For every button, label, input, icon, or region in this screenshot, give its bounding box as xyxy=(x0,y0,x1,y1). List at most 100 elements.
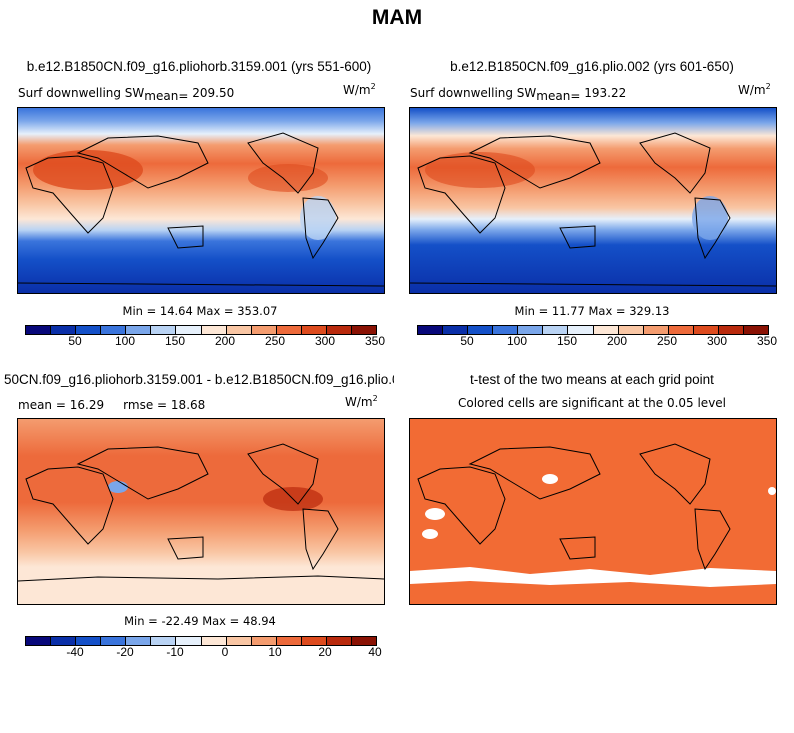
panel1-units-text: W/m xyxy=(343,83,371,97)
panel2-variable-mean: Surf downwelling SWmean= 193.22 xyxy=(410,86,626,103)
panel2-hotspot-sahara xyxy=(425,152,535,188)
panel3-units-text: W/m xyxy=(345,395,373,409)
panel3-minmax: Min = -22.49 Max = 48.94 xyxy=(17,614,383,628)
panel1-colorbar-segment xyxy=(101,326,127,334)
panel1-units-exp: 2 xyxy=(370,82,376,91)
panel2-colorbar-tick: 50 xyxy=(460,334,474,348)
panel2-colorbar-segment xyxy=(468,326,494,334)
panel2-colorbar-segment xyxy=(418,326,444,334)
panel2-coastlines xyxy=(410,132,776,287)
panel2-title: b.e12.B1850CN.f09_g16.plio.002 (yrs 601-… xyxy=(450,59,734,74)
panel1-mean-label: mean= xyxy=(144,89,189,103)
panel2-colorbar-segment xyxy=(618,326,644,334)
panel2-units: W/m2 xyxy=(738,82,771,97)
panel1-max-value: 353.07 xyxy=(237,304,278,318)
panel3-colorbar-segment xyxy=(51,637,77,645)
panel2-variable: Surf downwelling SW xyxy=(410,86,537,100)
panel2-units-text: W/m xyxy=(738,83,766,97)
panel1-colorbar-tick: 300 xyxy=(314,334,336,348)
panel2-colorbar-segment xyxy=(543,326,569,334)
panel3-colorbar-tick: -20 xyxy=(116,645,134,659)
panel2-colorbar-segment xyxy=(693,326,719,334)
panel1-colorbar-tick: 250 xyxy=(264,334,286,348)
panel3-units: W/m2 xyxy=(345,394,378,409)
panel3-colorbar-tick: 20 xyxy=(318,645,332,659)
panel1-colorbar-tick: 50 xyxy=(68,334,82,348)
panel1-colorbar-segment xyxy=(352,326,377,334)
panel2-colorbar-tick: 150 xyxy=(556,334,578,348)
panel1-mean-value: 209.50 xyxy=(192,86,235,100)
panel1-colorbar-segment xyxy=(26,326,52,334)
panel2-map xyxy=(409,107,777,294)
panel2-min-value: 11.77 xyxy=(551,304,585,318)
panel1-colorbar-segment xyxy=(176,326,202,334)
panel3-mean-value: 16.29 xyxy=(69,398,105,412)
panel2-colorbar-tick: 200 xyxy=(606,334,628,348)
panel1-units: W/m2 xyxy=(343,82,376,97)
panel3-rmse-label: rmse = xyxy=(123,398,168,412)
panel1-colorbar-segment xyxy=(276,326,302,334)
panel3-max-label: Max = xyxy=(202,614,240,628)
panel3-colorbar xyxy=(25,636,377,646)
main-title: MAM xyxy=(371,6,423,29)
panel3-stats: mean = 16.29 rmse = 18.68 xyxy=(18,398,205,412)
panel1-title: b.e12.B1850CN.f09_g16.pliohorb.3159.001 … xyxy=(26,59,372,74)
panel4-map xyxy=(409,418,777,605)
panel4-nonsig-patch-3 xyxy=(542,474,558,484)
panel2-colorbar-tick: 250 xyxy=(656,334,678,348)
panel4-coastlines xyxy=(417,443,731,571)
panel1-min-label: Min = xyxy=(122,304,157,318)
panel1-map-svg xyxy=(18,108,384,293)
panel1-colorbar-segment xyxy=(126,326,152,334)
panel2-colorbar-tick: 300 xyxy=(706,334,728,348)
panel3-colorbar-segment xyxy=(326,637,353,645)
panel3-coastlines xyxy=(18,443,384,582)
panel2-colorbar-segment xyxy=(668,326,694,334)
panel3-map-svg xyxy=(18,419,384,604)
panel1-variable: Surf downwelling SW xyxy=(18,86,145,100)
panel3-colorbar-segment xyxy=(76,637,102,645)
panel3-colorbar-segment xyxy=(226,637,252,645)
panel2-amazon xyxy=(692,196,728,240)
panel3-rmse-value: 18.68 xyxy=(170,398,206,412)
panel2-minmax: Min = 11.77 Max = 329.13 xyxy=(409,304,775,318)
panel1-colorbar-segment xyxy=(201,326,227,334)
panel2-colorbar-segment xyxy=(744,326,769,334)
panel1-colorbar-segment xyxy=(151,326,177,334)
panel3-title: 50CN.f09_g16.pliohorb.3159.001 - b.e12.B… xyxy=(4,372,394,387)
panel1-minmax: Min = 14.64 Max = 353.07 xyxy=(17,304,383,318)
panel3-colorbar-tick: -40 xyxy=(66,645,84,659)
panel4-nonsig-band xyxy=(410,567,776,587)
panel2-colorbar-segment xyxy=(718,326,745,334)
panel1-colorbar-segment xyxy=(301,326,327,334)
panel2-colorbar-tick: 350 xyxy=(756,334,778,348)
panel1-colorbar-ticks: 50 100 150 200 250 300 350 xyxy=(25,334,385,350)
panel3-colorbar-segment xyxy=(201,637,227,645)
panel1-field xyxy=(18,108,384,293)
panel2-map-svg xyxy=(410,108,776,293)
panel1-colorbar-segment xyxy=(51,326,77,334)
panel3-colorbar-segment xyxy=(301,637,327,645)
panel3-colorbar-segment xyxy=(251,637,277,645)
panel1-colorbar-tick: 100 xyxy=(114,334,136,348)
panel3-colorbar-tick: 10 xyxy=(268,645,282,659)
panel2-mean-label: mean= xyxy=(536,89,581,103)
panel1-colorbar-segment xyxy=(226,326,252,334)
panel3-min-value: -22.49 xyxy=(161,614,199,628)
panel3-colorbar-segment xyxy=(176,637,202,645)
panel1-colorbar-segment xyxy=(251,326,277,334)
panel3-colorbar-segment xyxy=(276,637,302,645)
panel1-hotspot-pacific xyxy=(248,164,328,192)
panel2-max-value: 329.13 xyxy=(629,304,670,318)
panel4-nonsig-patch-2 xyxy=(422,529,438,539)
panel1-amazon xyxy=(300,196,336,240)
panel3-colorbar-segment xyxy=(352,637,377,645)
panel1-colorbar-tick: 350 xyxy=(364,334,386,348)
panel2-units-exp: 2 xyxy=(765,82,771,91)
panel2-colorbar-segment xyxy=(643,326,669,334)
panel3-map xyxy=(17,418,385,605)
panel3-colorbar-tick: 40 xyxy=(368,645,382,659)
panel3-units-exp: 2 xyxy=(372,394,378,403)
panel3-colorbar-tick: -10 xyxy=(166,645,184,659)
panel4-title: t-test of the two means at each grid poi… xyxy=(470,372,714,387)
